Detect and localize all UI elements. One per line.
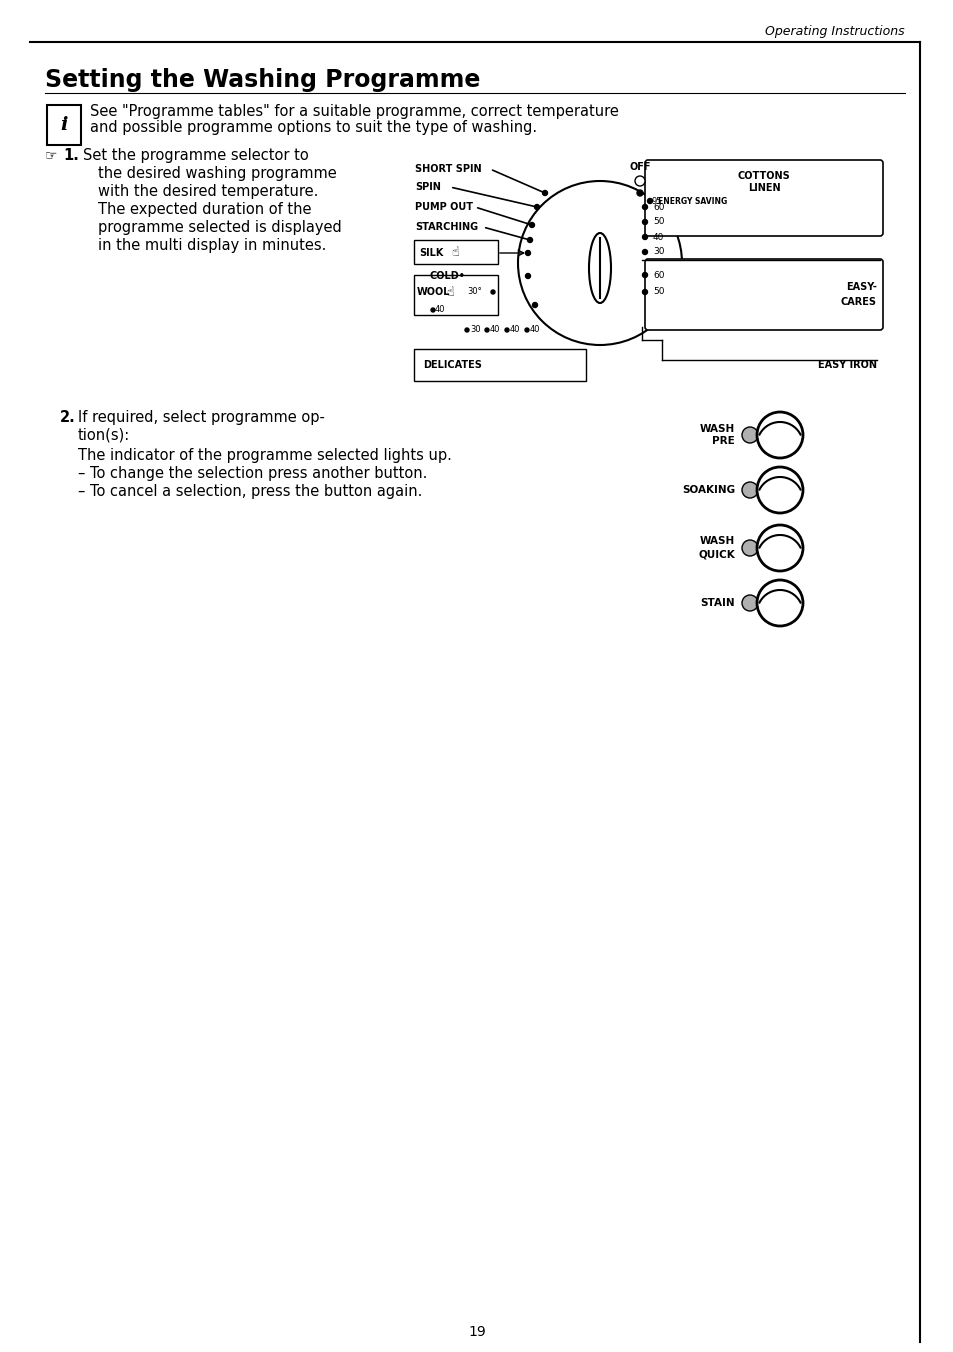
Text: Set the programme selector to: Set the programme selector to: [83, 147, 309, 164]
Text: Operating Instructions: Operating Instructions: [764, 24, 904, 38]
Text: 19: 19: [468, 1325, 485, 1338]
Text: 40: 40: [530, 326, 540, 334]
Text: with the desired temperature.: with the desired temperature.: [98, 184, 318, 199]
Text: COLD•: COLD•: [430, 270, 465, 281]
Text: EASY-: EASY-: [845, 283, 876, 292]
Text: 30°: 30°: [467, 288, 481, 296]
Text: SHORT SPIN: SHORT SPIN: [415, 164, 481, 174]
Text: PRE: PRE: [712, 437, 734, 446]
Text: SPIN: SPIN: [415, 183, 440, 192]
Text: WASH: WASH: [699, 537, 734, 546]
Circle shape: [741, 595, 758, 611]
Text: 40: 40: [435, 306, 445, 315]
Text: STAIN: STAIN: [700, 598, 734, 608]
Text: i: i: [60, 116, 68, 134]
Circle shape: [542, 191, 547, 196]
Circle shape: [517, 181, 681, 345]
Text: 2.: 2.: [60, 410, 75, 425]
Circle shape: [641, 273, 647, 277]
Circle shape: [484, 329, 489, 333]
Text: the desired washing programme: the desired washing programme: [98, 166, 336, 181]
Circle shape: [647, 199, 652, 204]
Circle shape: [641, 250, 647, 254]
Circle shape: [741, 539, 758, 556]
Text: Setting the Washing Programme: Setting the Washing Programme: [45, 68, 480, 92]
Text: QUICK: QUICK: [698, 549, 734, 560]
Text: 30: 30: [470, 326, 480, 334]
Circle shape: [431, 308, 435, 312]
Circle shape: [464, 329, 469, 333]
Text: ☝: ☝: [451, 246, 458, 260]
FancyBboxPatch shape: [414, 241, 497, 264]
Circle shape: [635, 176, 644, 187]
Circle shape: [527, 238, 532, 242]
Text: If required, select programme op-: If required, select programme op-: [78, 410, 325, 425]
Text: WOOL: WOOL: [416, 287, 450, 297]
Text: – To cancel a selection, press the button again.: – To cancel a selection, press the butto…: [78, 484, 422, 499]
FancyBboxPatch shape: [414, 274, 497, 315]
FancyBboxPatch shape: [414, 349, 585, 381]
Circle shape: [524, 329, 529, 333]
Text: 50: 50: [652, 288, 664, 296]
Text: 40: 40: [652, 233, 663, 242]
Text: 40: 40: [510, 326, 520, 334]
FancyBboxPatch shape: [644, 260, 882, 330]
FancyBboxPatch shape: [644, 160, 882, 237]
Circle shape: [534, 204, 539, 210]
Text: 95: 95: [651, 196, 661, 206]
Text: PUMP OUT: PUMP OUT: [415, 201, 473, 212]
Text: 40: 40: [490, 326, 500, 334]
Circle shape: [741, 483, 758, 498]
Text: STARCHING: STARCHING: [415, 222, 477, 233]
Circle shape: [741, 427, 758, 443]
Circle shape: [525, 250, 530, 256]
Circle shape: [641, 234, 647, 239]
Text: WASH: WASH: [699, 423, 734, 434]
Text: tion(s):: tion(s):: [78, 429, 131, 443]
Text: in the multi display in minutes.: in the multi display in minutes.: [98, 238, 326, 253]
Circle shape: [491, 289, 495, 293]
Text: CARES: CARES: [841, 297, 876, 307]
Text: OFF: OFF: [629, 162, 650, 172]
Circle shape: [641, 219, 647, 224]
Ellipse shape: [757, 525, 802, 571]
Circle shape: [641, 204, 647, 210]
Text: DELICATES: DELICATES: [422, 360, 481, 370]
Circle shape: [641, 289, 647, 295]
Text: COTTONS: COTTONS: [737, 170, 789, 181]
Circle shape: [504, 329, 509, 333]
Text: 50: 50: [652, 218, 664, 227]
Text: programme selected is displayed: programme selected is displayed: [98, 220, 341, 235]
Text: The indicator of the programme selected lights up.: The indicator of the programme selected …: [78, 448, 452, 462]
Text: and possible programme options to suit the type of washing.: and possible programme options to suit t…: [90, 120, 537, 135]
Text: ☞: ☞: [45, 147, 57, 162]
Ellipse shape: [757, 580, 802, 626]
Text: LINEN: LINEN: [747, 183, 780, 193]
Circle shape: [637, 191, 642, 196]
Text: See "Programme tables" for a suitable programme, correct temperature: See "Programme tables" for a suitable pr…: [90, 104, 618, 119]
Circle shape: [529, 223, 534, 227]
Text: SOAKING: SOAKING: [681, 485, 734, 495]
FancyBboxPatch shape: [47, 105, 81, 145]
Circle shape: [525, 273, 530, 279]
Text: ENERGY SAVING: ENERGY SAVING: [658, 196, 726, 206]
Text: 30: 30: [652, 247, 664, 257]
Text: – To change the selection press another button.: – To change the selection press another …: [78, 466, 427, 481]
Text: EASY IRON: EASY IRON: [817, 360, 876, 370]
Ellipse shape: [588, 233, 610, 303]
Text: The expected duration of the: The expected duration of the: [98, 201, 312, 218]
Text: ☝: ☝: [446, 285, 454, 299]
Text: 60: 60: [652, 270, 664, 280]
Circle shape: [532, 303, 537, 307]
Text: 60: 60: [652, 203, 664, 211]
Ellipse shape: [757, 466, 802, 512]
Ellipse shape: [757, 412, 802, 458]
Text: 1.: 1.: [63, 147, 79, 164]
Text: SILK: SILK: [418, 247, 443, 258]
